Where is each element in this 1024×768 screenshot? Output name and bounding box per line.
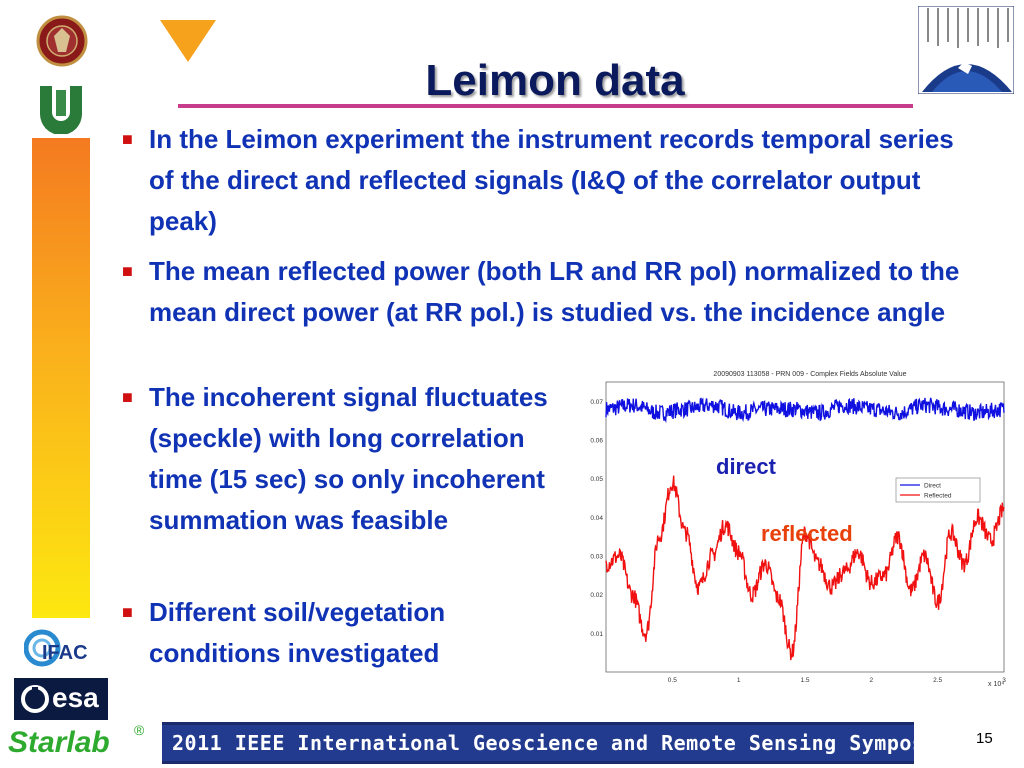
footer-banner-text: 2011 IEEE International Geoscience and R… — [172, 731, 963, 755]
page-number: 15 — [976, 730, 993, 747]
bullet-text: The mean reflected power (both LR and RR… — [149, 256, 960, 327]
x-tick-label: 3 — [1002, 677, 1006, 684]
y-tick-label: 0.02 — [590, 592, 603, 599]
reflected-annotation: reflected — [761, 521, 853, 546]
legend-direct-label: Direct — [924, 483, 941, 490]
x-tick-label: 0.5 — [668, 677, 677, 684]
footer-banner: 2011 IEEE International Geoscience and R… — [162, 722, 963, 764]
triangle-icon — [160, 20, 216, 62]
chart-title: 20090903 113058 - PRN 009 - Complex Fiel… — [713, 371, 906, 378]
university-u-logo — [36, 82, 86, 134]
esa-text: esa — [52, 682, 99, 713]
esa-emblem-icon — [21, 685, 49, 713]
bullet-item: ■ The mean reflected power (both LR and … — [122, 251, 982, 333]
y-tick-label: 0.04 — [590, 515, 603, 522]
x-tick-label: 2 — [870, 677, 874, 684]
direct-series-line — [605, 397, 1005, 424]
ifac-text: IFAC — [42, 642, 88, 664]
registered-mark: ® — [134, 722, 145, 738]
university-seal-logo — [36, 15, 88, 67]
conference-logo — [918, 6, 1014, 94]
bullet-text: Different soil/vegetation conditions inv… — [149, 597, 446, 668]
plot-area — [605, 381, 1005, 673]
x-tick-label: 2.5 — [933, 677, 942, 684]
bullet-text: In the Leimon experiment the instrument … — [149, 124, 954, 236]
signal-chart: 20090903 113058 - PRN 009 - Complex Fiel… — [578, 368, 1015, 688]
x-tick-label: 1 — [737, 677, 741, 684]
x-tick-label: 1.5 — [800, 677, 809, 684]
legend-reflected-label: Reflected — [924, 493, 952, 500]
y-tick-label: 0.05 — [590, 476, 603, 483]
y-tick-label: 0.01 — [590, 631, 603, 638]
direct-annotation: direct — [716, 454, 777, 479]
bullet-item: ■ In the Leimon experiment the instrumen… — [122, 119, 982, 242]
starlab-logo: Starlab ® — [8, 722, 148, 764]
y-tick-label: 0.06 — [590, 438, 603, 445]
reflected-series-line — [605, 475, 1005, 661]
starlab-text: Starlab — [8, 726, 110, 759]
bullet-item: ■ The incoherent signal fluctuates (spec… — [122, 377, 552, 541]
ifac-swirl-icon — [24, 629, 61, 667]
bullet-square-icon: ■ — [122, 129, 133, 149]
esa-logo: esa — [14, 678, 108, 720]
bullet-square-icon: ■ — [122, 602, 133, 622]
title-underline — [178, 104, 913, 108]
chart-legend: Direct Reflected — [895, 477, 981, 503]
ifac-logo: IFAC — [24, 628, 100, 672]
bullet-square-icon: ■ — [122, 261, 133, 281]
y-tick-label: 0.07 — [590, 399, 603, 406]
slide-title: Leimon data — [425, 56, 685, 105]
x-multiplier-label: x 10⁴ — [988, 681, 1004, 688]
y-tick-label: 0.03 — [590, 554, 603, 561]
bullet-square-icon: ■ — [122, 387, 133, 407]
bullet-item: ■ Different soil/vegetation conditions i… — [122, 592, 552, 674]
signal-chart-svg: 20090903 113058 - PRN 009 - Complex Fiel… — [578, 368, 1015, 688]
bullet-text: The incoherent signal fluctuates (speckl… — [149, 382, 548, 535]
decorative-gradient-bar — [32, 138, 90, 618]
